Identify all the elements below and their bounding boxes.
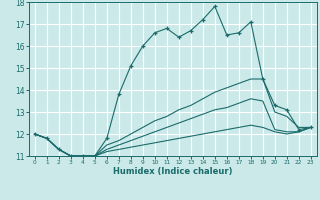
X-axis label: Humidex (Indice chaleur): Humidex (Indice chaleur): [113, 167, 233, 176]
